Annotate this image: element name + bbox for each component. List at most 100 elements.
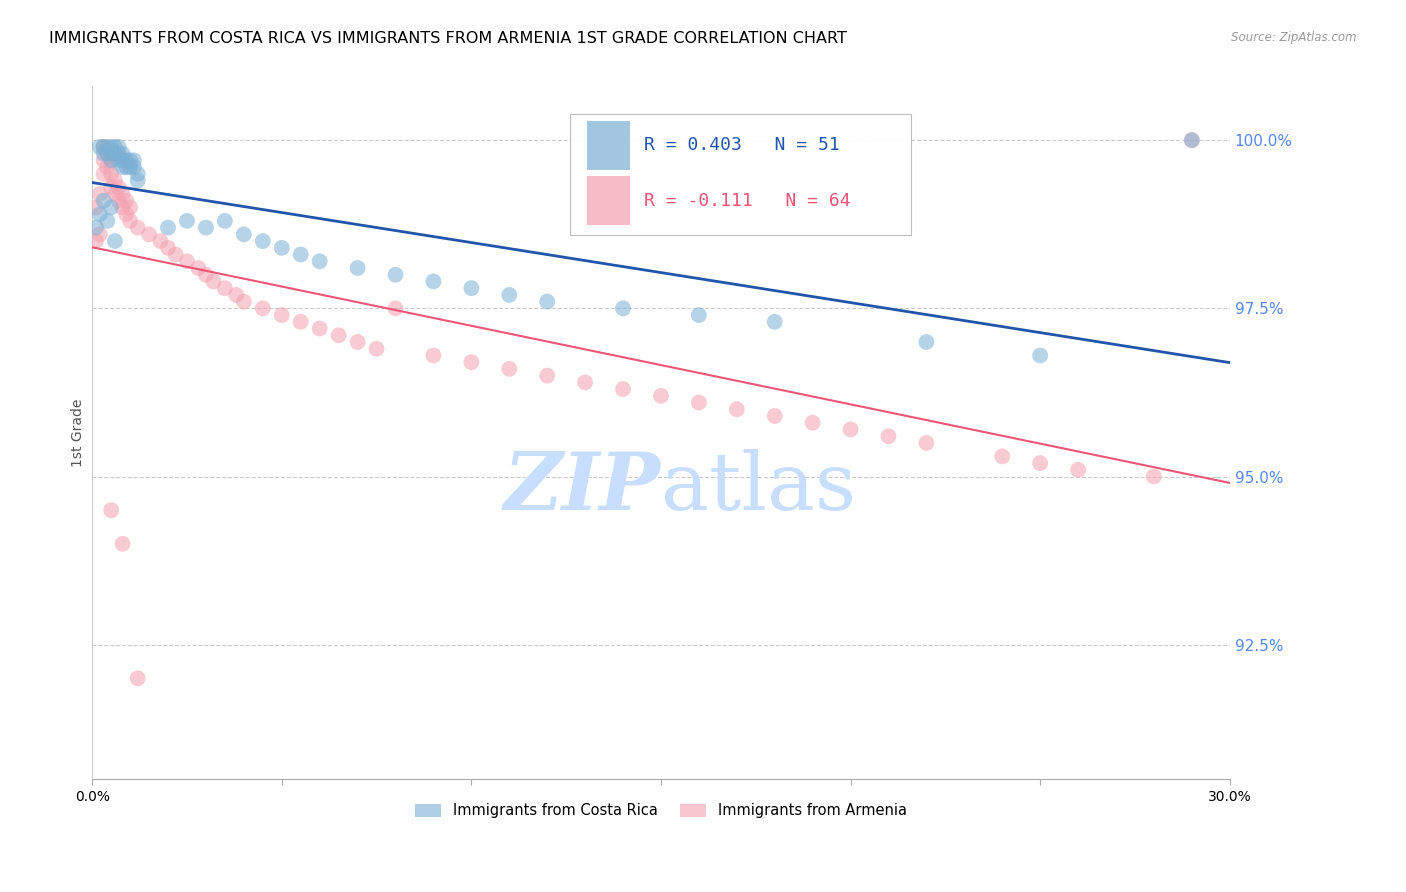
Point bbox=[100, 201, 122, 215]
Point bbox=[422, 348, 444, 362]
Point bbox=[225, 288, 247, 302]
Point bbox=[346, 260, 368, 275]
Point bbox=[115, 194, 138, 208]
Point bbox=[104, 140, 127, 154]
Point bbox=[84, 201, 107, 215]
Point bbox=[165, 247, 187, 261]
Point bbox=[120, 160, 142, 174]
Point bbox=[100, 146, 122, 161]
Point bbox=[96, 146, 118, 161]
Point bbox=[176, 254, 198, 268]
Y-axis label: 1st Grade: 1st Grade bbox=[72, 399, 86, 467]
Point bbox=[252, 234, 274, 248]
FancyBboxPatch shape bbox=[569, 114, 911, 235]
Point bbox=[1029, 348, 1052, 362]
Point bbox=[107, 140, 129, 154]
Point bbox=[111, 186, 134, 201]
Point bbox=[612, 301, 634, 316]
Point bbox=[763, 315, 786, 329]
Point bbox=[100, 180, 122, 194]
Point bbox=[270, 241, 292, 255]
Point bbox=[232, 227, 254, 242]
Legend: Immigrants from Costa Rica, Immigrants from Armenia: Immigrants from Costa Rica, Immigrants f… bbox=[409, 797, 912, 824]
Point bbox=[384, 301, 406, 316]
Point bbox=[115, 207, 138, 221]
Point bbox=[290, 247, 312, 261]
Point bbox=[111, 146, 134, 161]
Point bbox=[89, 207, 111, 221]
Text: R = 0.403   N = 51: R = 0.403 N = 51 bbox=[644, 136, 839, 154]
Point bbox=[120, 214, 142, 228]
Point bbox=[801, 416, 824, 430]
Point bbox=[460, 281, 482, 295]
Point bbox=[89, 227, 111, 242]
Point bbox=[93, 140, 115, 154]
Point bbox=[194, 220, 217, 235]
Point bbox=[111, 201, 134, 215]
Point bbox=[877, 429, 900, 443]
Point bbox=[1181, 133, 1204, 147]
Point bbox=[187, 260, 209, 275]
Point bbox=[536, 294, 558, 309]
Point bbox=[96, 140, 118, 154]
Point bbox=[176, 214, 198, 228]
Point bbox=[308, 321, 330, 335]
Point bbox=[96, 160, 118, 174]
Point bbox=[104, 173, 127, 187]
Point bbox=[214, 214, 236, 228]
Point bbox=[107, 146, 129, 161]
Point bbox=[650, 389, 672, 403]
Point bbox=[574, 376, 596, 390]
Point bbox=[1067, 463, 1090, 477]
Point bbox=[127, 671, 149, 685]
Point bbox=[107, 180, 129, 194]
Point bbox=[93, 194, 115, 208]
Point bbox=[96, 146, 118, 161]
Point bbox=[107, 153, 129, 168]
Point bbox=[122, 153, 145, 168]
Point bbox=[127, 173, 149, 187]
Text: Source: ZipAtlas.com: Source: ZipAtlas.com bbox=[1232, 31, 1357, 45]
Point bbox=[202, 275, 225, 289]
Point bbox=[93, 167, 115, 181]
Point bbox=[104, 146, 127, 161]
Point bbox=[127, 167, 149, 181]
Point bbox=[104, 234, 127, 248]
Point bbox=[328, 328, 350, 343]
Point bbox=[96, 214, 118, 228]
Point bbox=[100, 140, 122, 154]
Text: atlas: atlas bbox=[661, 450, 856, 527]
Text: IMMIGRANTS FROM COSTA RICA VS IMMIGRANTS FROM ARMENIA 1ST GRADE CORRELATION CHAR: IMMIGRANTS FROM COSTA RICA VS IMMIGRANTS… bbox=[49, 31, 846, 46]
Point bbox=[111, 160, 134, 174]
Point bbox=[194, 268, 217, 282]
Point bbox=[1143, 469, 1166, 483]
Point bbox=[84, 220, 107, 235]
Text: ZIP: ZIP bbox=[505, 450, 661, 527]
Point bbox=[1029, 456, 1052, 470]
Point bbox=[214, 281, 236, 295]
Point bbox=[157, 220, 180, 235]
Point bbox=[100, 153, 122, 168]
Point bbox=[725, 402, 748, 417]
Point bbox=[107, 194, 129, 208]
Point bbox=[346, 334, 368, 349]
Point bbox=[89, 140, 111, 154]
Point bbox=[120, 201, 142, 215]
Point bbox=[422, 275, 444, 289]
Point bbox=[127, 220, 149, 235]
FancyBboxPatch shape bbox=[588, 121, 630, 169]
Point bbox=[536, 368, 558, 383]
Point bbox=[915, 334, 938, 349]
Point bbox=[93, 140, 115, 154]
Point bbox=[1181, 133, 1204, 147]
Point bbox=[498, 288, 520, 302]
Point bbox=[138, 227, 160, 242]
Point bbox=[839, 422, 862, 436]
Point bbox=[991, 450, 1014, 464]
Point bbox=[100, 153, 122, 168]
Point bbox=[308, 254, 330, 268]
Point bbox=[290, 315, 312, 329]
Point bbox=[120, 153, 142, 168]
Text: R = -0.111   N = 64: R = -0.111 N = 64 bbox=[644, 192, 851, 210]
Point bbox=[100, 167, 122, 181]
